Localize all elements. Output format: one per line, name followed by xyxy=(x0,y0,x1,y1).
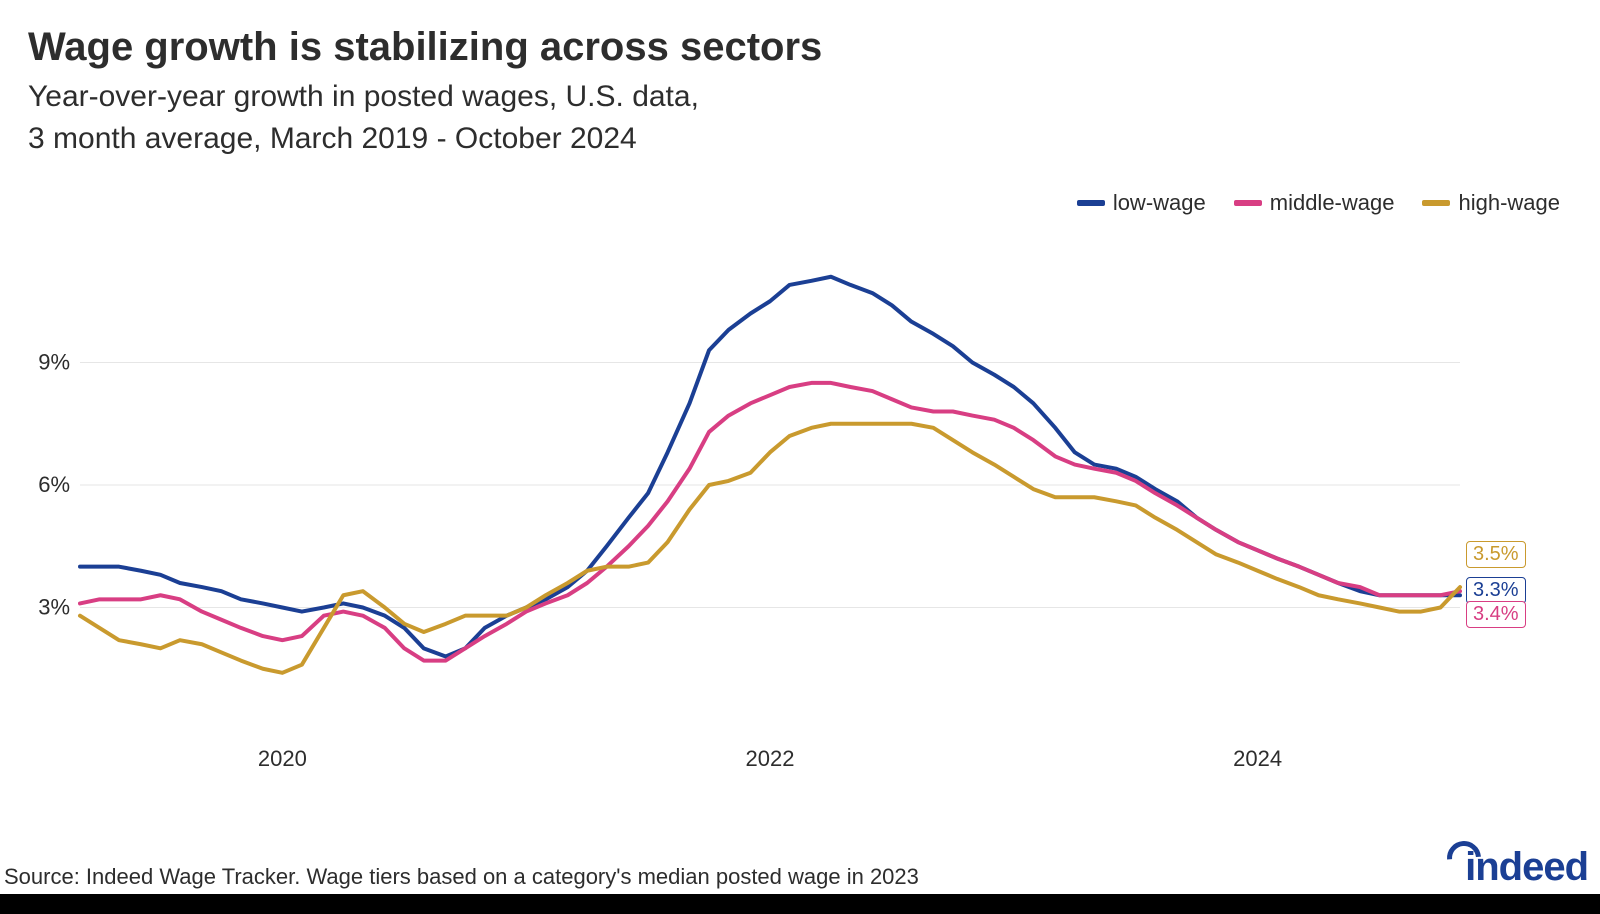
legend-item-high-wage: high-wage xyxy=(1422,190,1560,216)
series-line-low-wage xyxy=(80,277,1460,657)
indeed-logo-text: indeed xyxy=(1465,845,1588,889)
source-text: Source: Indeed Wage Tracker. Wage tiers … xyxy=(4,864,919,890)
x-axis-tick-label: 2020 xyxy=(258,746,307,771)
legend-label: low-wage xyxy=(1113,190,1206,216)
legend-swatch xyxy=(1077,200,1105,206)
line-chart-svg: 3%6%9%202020222024 xyxy=(80,230,1560,790)
series-line-middle-wage xyxy=(80,383,1460,661)
end-value-label-middle-wage: 3.4% xyxy=(1466,601,1526,628)
legend-label: middle-wage xyxy=(1270,190,1395,216)
chart-root: Wage growth is stabilizing across sector… xyxy=(0,0,1600,914)
bottom-black-bar xyxy=(0,894,1600,914)
plot-area: 3%6%9%202020222024 3.3%3.4%3.5% xyxy=(80,230,1560,790)
y-axis-tick-label: 6% xyxy=(38,472,70,497)
legend-item-low-wage: low-wage xyxy=(1077,190,1206,216)
legend-item-middle-wage: middle-wage xyxy=(1234,190,1395,216)
end-value-label-high-wage: 3.5% xyxy=(1466,541,1526,568)
legend-label: high-wage xyxy=(1458,190,1560,216)
chart-title: Wage growth is stabilizing across sector… xyxy=(28,24,1572,70)
chart-subtitle-line1: Year-over-year growth in posted wages, U… xyxy=(28,78,1572,116)
footer-row: Source: Indeed Wage Tracker. Wage tiers … xyxy=(0,845,1600,890)
y-axis-tick-label: 9% xyxy=(38,350,70,375)
legend: low-wage middle-wage high-wage xyxy=(1077,190,1560,216)
legend-swatch xyxy=(1234,200,1262,206)
x-axis-tick-label: 2022 xyxy=(746,746,795,771)
y-axis-tick-label: 3% xyxy=(38,595,70,620)
chart-subtitle-line2: 3 month average, March 2019 - October 20… xyxy=(28,120,1572,158)
legend-swatch xyxy=(1422,200,1450,206)
indeed-logo: indeed xyxy=(1447,845,1588,890)
x-axis-tick-label: 2024 xyxy=(1233,746,1282,771)
